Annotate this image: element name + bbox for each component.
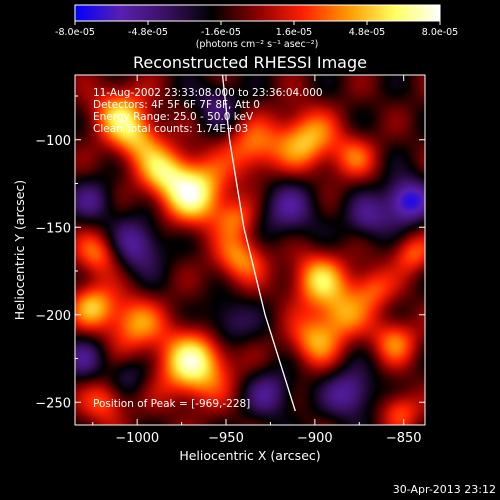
y-tick-label: −100 — [35, 134, 71, 149]
annotation-energy: Energy Range: 25.0 - 50.0 keV — [93, 111, 254, 123]
footer-timestamp: 30-Apr-2013 23:12 — [393, 483, 496, 496]
x-axis-label: Heliocentric X (arcsec) — [179, 448, 320, 463]
y-tick-label: −200 — [35, 309, 71, 324]
y-tick-label: −250 — [35, 396, 71, 411]
colorbar-tick-label: -1.6e-05 — [201, 27, 241, 38]
colorbar-ticks: -8.0e-05 -4.8e-05 -1.6e-05 1.6e-05 4.8e-05 8.… — [55, 21, 458, 38]
annotation-time-range: 11-Aug-2002 23:33:08.000 to 23:36:04.000 — [93, 87, 323, 99]
annotation-peak: Position of Peak = [-969,-228] — [93, 398, 250, 410]
colorbar-rect — [74, 4, 441, 22]
colorbar-tick-label: -4.8e-05 — [128, 27, 168, 38]
colorbar-tick-label: 1.6e-05 — [276, 27, 312, 38]
colorbar-tick-label: 4.8e-05 — [349, 27, 385, 38]
colorbar-tick-label: -8.0e-05 — [55, 27, 95, 38]
colorbar: -8.0e-05 -4.8e-05 -1.6e-05 1.6e-05 4.8e-05 8.… — [55, 4, 458, 50]
annotations: 11-Aug-2002 23:33:08.000 to 23:36:04.000… — [93, 87, 323, 410]
annotation-clean: Clean Total counts: 1.74E+03 — [93, 123, 248, 135]
chart-title: Reconstructed RHESSI Image — [133, 53, 367, 72]
y-axis-label: Heliocentric Y (arcsec) — [12, 180, 27, 320]
heatmap-image — [75, 75, 425, 425]
plot-frame — [74, 74, 426, 426]
axis-ticks: −1000 −950 −900 −850 −100 −150 −200 −250 — [35, 75, 425, 446]
x-tick-label: −1000 — [115, 431, 159, 446]
y-tick-label: −150 — [35, 221, 71, 236]
x-tick-label: −950 — [208, 431, 244, 446]
colorbar-unit-label: (photons cm⁻² s⁻¹ asec⁻²) — [196, 39, 319, 50]
x-tick-label: −900 — [297, 431, 333, 446]
solar-limb-line — [221, 75, 296, 412]
annotation-detectors: Detectors: 4F 5F 6F 7F 8F, Att 0 — [93, 99, 260, 111]
x-tick-label: −850 — [386, 431, 422, 446]
plot-area — [75, 75, 425, 425]
colorbar-tick-label: 8.0e-05 — [422, 27, 458, 38]
